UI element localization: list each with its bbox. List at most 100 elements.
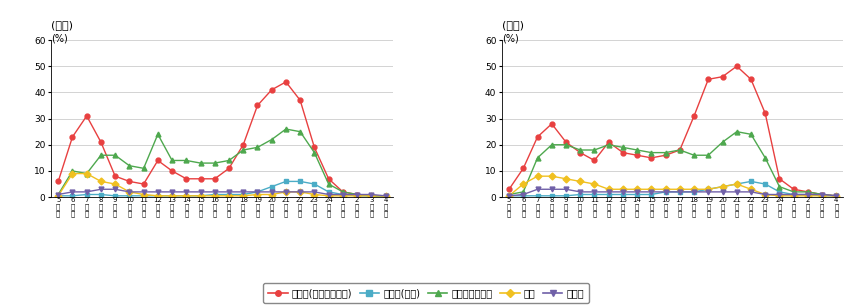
テレビ(録画) xyxy=(689,190,699,194)
インターネット xyxy=(281,127,291,131)
テレビ(リアルタイム) xyxy=(309,146,320,149)
インターネット xyxy=(561,143,571,147)
新聆 xyxy=(746,187,756,191)
テレビ(録画) xyxy=(366,194,377,198)
ラジオ xyxy=(660,190,671,194)
ラジオ xyxy=(181,190,192,194)
ラジオ xyxy=(167,190,177,194)
テレビ(リアルタイム) xyxy=(575,151,585,154)
テレビ(リアルタイム) xyxy=(789,187,799,191)
テレビ(リアルタイム) xyxy=(281,80,291,84)
ラジオ xyxy=(82,190,92,194)
テレビ(リアルタイム) xyxy=(703,77,713,81)
テレビ(録画) xyxy=(590,193,600,197)
テレビ(リアルタイム) xyxy=(352,193,362,197)
新聆 xyxy=(381,194,391,198)
新聆 xyxy=(281,190,291,194)
テレビ(録画) xyxy=(110,194,120,198)
インターネット xyxy=(675,148,685,152)
ラジオ xyxy=(295,190,305,194)
ラジオ xyxy=(547,187,557,191)
テレビ(録画) xyxy=(195,194,205,198)
新聆 xyxy=(181,194,192,198)
インターネット xyxy=(689,153,699,157)
テレビ(リアルタイム) xyxy=(832,194,842,198)
ラジオ xyxy=(195,190,205,194)
新聆 xyxy=(153,194,163,198)
インターネット xyxy=(124,164,135,168)
ラジオ xyxy=(252,190,262,194)
インターネット xyxy=(139,166,149,170)
インターネット xyxy=(324,182,334,186)
Line: ラジオ: ラジオ xyxy=(55,187,388,198)
テレビ(録画) xyxy=(774,190,785,194)
インターネット xyxy=(774,185,785,188)
テレビ(録画) xyxy=(309,182,320,186)
新聆 xyxy=(518,182,528,186)
テレビ(録画) xyxy=(281,180,291,183)
Legend: テレビ(リアルタイム), テレビ(録画), インターネット, 新聆, ラジオ: テレビ(リアルタイム), テレビ(録画), インターネット, 新聆, ラジオ xyxy=(263,283,589,303)
新聆 xyxy=(632,187,642,191)
テレビ(リアルタイム) xyxy=(518,166,528,170)
ラジオ xyxy=(267,190,277,194)
インターネット xyxy=(660,151,671,154)
テレビ(録画) xyxy=(518,194,528,198)
テレビ(リアルタイム) xyxy=(82,114,92,118)
テレビ(リアルタイム) xyxy=(632,153,642,157)
インターネット xyxy=(590,148,600,152)
テレビ(録画) xyxy=(67,194,78,198)
Line: 新聆: 新聆 xyxy=(55,171,388,198)
ラジオ xyxy=(337,193,348,197)
インターネット xyxy=(732,130,742,134)
インターネット xyxy=(337,190,348,194)
テレビ(リアルタイム) xyxy=(181,177,192,180)
新聆 xyxy=(561,177,571,180)
テレビ(リアルタイム) xyxy=(210,177,220,180)
新聆 xyxy=(732,182,742,186)
テレビ(録画) xyxy=(760,182,770,186)
インターネット xyxy=(67,169,78,173)
Line: インターネット: インターネット xyxy=(55,127,388,198)
ラジオ xyxy=(803,193,813,197)
テレビ(リアルタイム) xyxy=(381,194,391,198)
テレビ(リアルタイム) xyxy=(647,156,657,160)
インターネット xyxy=(381,194,391,198)
新聆 xyxy=(309,193,320,197)
インターネット xyxy=(210,161,220,165)
テレビ(録画) xyxy=(717,185,728,188)
ラジオ xyxy=(703,190,713,194)
テレビ(リアルタイム) xyxy=(124,180,135,183)
Line: テレビ(リアルタイム): テレビ(リアルタイム) xyxy=(55,79,388,198)
テレビ(リアルタイム) xyxy=(590,159,600,162)
ラジオ xyxy=(210,190,220,194)
ラジオ xyxy=(789,193,799,197)
インターネット xyxy=(167,159,177,162)
ラジオ xyxy=(575,190,585,194)
ラジオ xyxy=(110,187,120,191)
テレビ(録画) xyxy=(53,194,63,198)
テレビ(録画) xyxy=(732,182,742,186)
テレビ(録画) xyxy=(703,187,713,191)
テレビ(リアルタイム) xyxy=(224,166,234,170)
テレビ(リアルタイム) xyxy=(732,64,742,68)
新聆 xyxy=(774,194,785,198)
テレビ(録画) xyxy=(324,190,334,194)
テレビ(録画) xyxy=(675,190,685,194)
新聆 xyxy=(647,187,657,191)
インターネット xyxy=(195,161,205,165)
ラジオ xyxy=(224,190,234,194)
テレビ(リアルタイム) xyxy=(195,177,205,180)
テレビ(リアルタイム) xyxy=(252,103,262,107)
テレビ(録画) xyxy=(618,193,628,197)
新聆 xyxy=(817,194,827,198)
テレビ(録画) xyxy=(95,193,106,197)
テレビ(リアルタイム) xyxy=(803,190,813,194)
新聆 xyxy=(532,174,543,178)
ラジオ xyxy=(746,190,756,194)
ラジオ xyxy=(238,190,248,194)
Line: テレビ(リアルタイム): テレビ(リアルタイム) xyxy=(507,64,839,198)
インターネット xyxy=(366,194,377,198)
新聆 xyxy=(618,187,628,191)
インターネット xyxy=(618,146,628,149)
ラジオ xyxy=(95,187,106,191)
